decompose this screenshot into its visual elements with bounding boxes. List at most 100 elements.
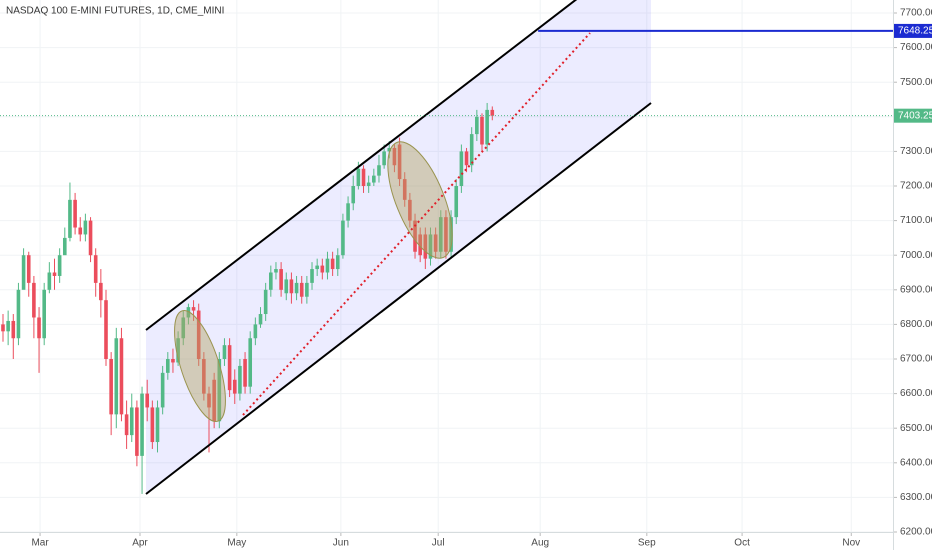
level-box bbox=[894, 23, 932, 38]
candle-body bbox=[449, 217, 453, 252]
y-tick-label: 7100.00 bbox=[900, 215, 932, 226]
candle-body bbox=[418, 234, 422, 256]
candle-body bbox=[320, 265, 325, 273]
candle-body bbox=[305, 282, 309, 297]
candle-body bbox=[392, 147, 397, 166]
candle-body bbox=[444, 217, 448, 252]
candle-body bbox=[124, 414, 129, 436]
last-price-label: 7403.25 bbox=[898, 110, 932, 121]
ellipse bbox=[387, 141, 453, 259]
candle-body bbox=[279, 269, 283, 290]
x-tick-label: Sep bbox=[638, 538, 656, 549]
candle-body bbox=[196, 310, 201, 360]
x-tick-label: Mar bbox=[31, 538, 49, 549]
candle-body bbox=[207, 393, 211, 408]
y-tick-label: 6600.00 bbox=[900, 388, 932, 399]
candle-body bbox=[485, 109, 489, 145]
last-price-box bbox=[894, 108, 932, 123]
candle-body bbox=[382, 151, 386, 166]
candle-body bbox=[6, 320, 10, 332]
y-tick-label: 6400.00 bbox=[900, 457, 932, 468]
y-tick-label: 6800.00 bbox=[900, 319, 932, 330]
candle-body bbox=[109, 359, 113, 415]
candle-body bbox=[227, 345, 232, 391]
y-tick-label: 6900.00 bbox=[900, 284, 932, 295]
candle-body bbox=[269, 272, 273, 290]
y-tick-label: 7500.00 bbox=[900, 77, 932, 88]
candle-body bbox=[408, 199, 412, 221]
channel-fill bbox=[146, 0, 651, 494]
candle-body bbox=[140, 393, 144, 456]
candles bbox=[1, 102, 495, 494]
overlay: 7403.25 7648.25 bbox=[0, 23, 932, 123]
candle-body bbox=[83, 220, 88, 235]
candle-body bbox=[310, 269, 314, 283]
candle-body bbox=[155, 407, 160, 443]
candle-body bbox=[346, 203, 350, 221]
candle-body bbox=[217, 359, 222, 422]
y-tick-label: 6700.00 bbox=[900, 354, 932, 365]
trend-dotted bbox=[242, 32, 591, 416]
candle-body bbox=[145, 393, 150, 408]
level-label: 7648.25 bbox=[898, 26, 932, 37]
candle-body bbox=[232, 379, 237, 394]
candle-body bbox=[119, 338, 124, 415]
candle-body bbox=[88, 220, 93, 256]
candle-body bbox=[294, 282, 299, 294]
candle-body bbox=[222, 345, 227, 360]
candle-body bbox=[263, 289, 268, 315]
candle-body bbox=[459, 151, 464, 187]
candle-body bbox=[52, 272, 57, 276]
candle-body bbox=[202, 359, 206, 394]
candle-body bbox=[62, 237, 67, 256]
candle-body bbox=[186, 307, 191, 318]
candle-body bbox=[181, 317, 186, 339]
candle-body bbox=[47, 272, 52, 290]
candle-body bbox=[78, 227, 83, 235]
candle-body bbox=[464, 151, 469, 166]
candle-body bbox=[284, 279, 289, 294]
x-tick-label: Aug bbox=[531, 538, 549, 549]
candle-body bbox=[160, 372, 165, 408]
channel-upper bbox=[145, 0, 578, 331]
candle-body bbox=[37, 317, 41, 339]
candle-body bbox=[11, 320, 16, 339]
candle-body bbox=[73, 199, 77, 228]
candle-body bbox=[397, 144, 402, 180]
chart-title: NASDAQ 100 E-MINI FUTURES, 1D, CME_MINI bbox=[6, 6, 224, 17]
candle-body bbox=[238, 365, 242, 394]
y-tick-label: 7300.00 bbox=[900, 146, 932, 157]
y-tick-label: 6300.00 bbox=[900, 492, 932, 503]
candle-body bbox=[253, 324, 258, 339]
candle-body bbox=[191, 307, 196, 311]
candle-body bbox=[402, 179, 407, 200]
candle-body bbox=[325, 258, 330, 273]
candle-body bbox=[341, 220, 345, 256]
x-tick-label: Apr bbox=[132, 538, 148, 549]
y-tick-label: 6200.00 bbox=[900, 527, 932, 538]
ellipse bbox=[174, 310, 226, 422]
candle-body bbox=[433, 234, 438, 252]
candle-body bbox=[274, 269, 278, 273]
candle-body bbox=[372, 175, 376, 183]
channel bbox=[146, 0, 651, 494]
y-tick-label: 6500.00 bbox=[900, 423, 932, 434]
candle-body bbox=[42, 289, 46, 339]
candle-body bbox=[68, 199, 72, 238]
candle-body bbox=[150, 407, 155, 443]
y-tick-label: 7600.00 bbox=[900, 42, 932, 53]
candle-body bbox=[114, 338, 119, 415]
candle-body bbox=[176, 338, 180, 363]
candle-body bbox=[289, 279, 294, 294]
x-tick-label: May bbox=[227, 538, 246, 549]
candle-body bbox=[16, 289, 21, 339]
drawings bbox=[145, 0, 652, 495]
candle-body bbox=[57, 255, 62, 276]
candle-body bbox=[243, 359, 247, 387]
candle-body bbox=[171, 359, 175, 363]
candle-body bbox=[21, 255, 26, 290]
candle-body bbox=[330, 258, 335, 270]
x-tick-label: Jun bbox=[333, 538, 349, 549]
